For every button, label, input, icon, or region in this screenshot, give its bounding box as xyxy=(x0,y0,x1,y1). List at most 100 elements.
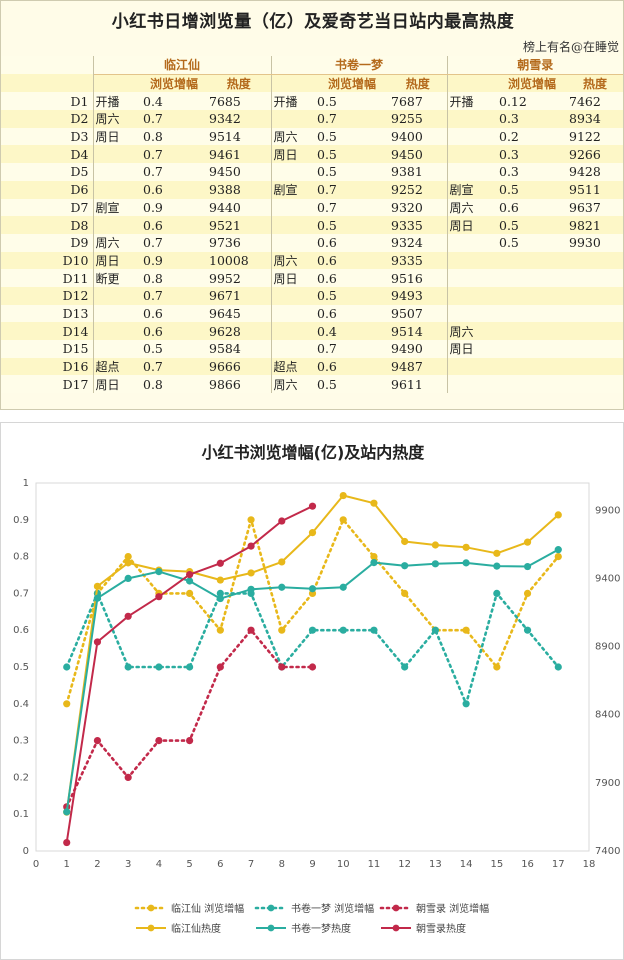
zx-heat: 9428 xyxy=(567,163,624,181)
sj-note xyxy=(270,198,315,217)
sj-growth: 0.5 xyxy=(315,145,389,164)
zx-growth: 0.5 xyxy=(497,216,567,234)
lj-heat: 9440 xyxy=(207,198,271,217)
lj-note: 开播 xyxy=(93,92,141,111)
table-credit: 榜上有名@在睡觉 xyxy=(522,40,619,54)
day-label: D15 xyxy=(1,340,94,358)
y-right-tick-label: 8900 xyxy=(595,642,620,653)
lj-heat: 9952 xyxy=(207,269,271,287)
lj-growth: 0.7 xyxy=(141,163,207,181)
data-point xyxy=(278,663,286,671)
day-label: D5 xyxy=(1,163,94,181)
y-right-tick-label: 7900 xyxy=(595,778,620,789)
lj-heat: 9450 xyxy=(207,163,271,181)
sj-note xyxy=(270,163,315,181)
x-tick-label: 14 xyxy=(460,859,473,870)
lj-note xyxy=(93,304,141,323)
data-point xyxy=(247,626,255,634)
lj-note: 周日 xyxy=(93,251,141,270)
data-point xyxy=(431,541,439,549)
legend-label: 临江仙热度 xyxy=(171,922,221,935)
hotness-table: 临江仙 书卷一梦 朝雪录 浏览增幅 热度 浏览增幅 热度 浏览增幅 热度 D1 开… xyxy=(1,56,624,394)
zx-growth: 0.5 xyxy=(497,233,567,252)
data-point xyxy=(186,589,194,597)
x-tick-label: 15 xyxy=(490,859,503,870)
lj-growth: 0.8 xyxy=(141,269,207,287)
sj-growth: 0.5 xyxy=(315,286,389,305)
lj-growth: 0.8 xyxy=(141,375,207,394)
lj-heat: 10008 xyxy=(207,251,271,270)
zx-note: 周日 xyxy=(446,216,497,234)
sj-heat: 9490 xyxy=(389,340,447,358)
data-point xyxy=(339,491,347,500)
x-tick-label: 13 xyxy=(429,859,442,870)
y-left-tick-label: 0.4 xyxy=(13,699,29,710)
series-line xyxy=(65,505,313,843)
data-point xyxy=(493,589,501,597)
chart-panel: 小红书浏览增幅(亿)及站内热度 0 1 2 3 4 5 6 7 8 9 10 11 12 13 14 15 16… xyxy=(0,422,624,960)
zx-heat: 8934 xyxy=(567,110,624,128)
drama-header-1: 临江仙 xyxy=(93,56,271,75)
lj-growth: 0.5 xyxy=(141,340,207,358)
data-point xyxy=(401,537,409,546)
data-point xyxy=(216,576,224,584)
data-point xyxy=(493,663,501,671)
lj-heat: 9461 xyxy=(207,145,271,164)
y-right-tick-label: 8400 xyxy=(595,710,620,721)
lj-note: 周日 xyxy=(93,375,141,394)
table-row: D12 0.7 9671 0.5 9493 xyxy=(1,286,624,305)
legend-marker xyxy=(147,924,155,932)
data-point xyxy=(186,663,194,671)
table-row: D2 周六 0.7 9342 0.7 9255 0.3 8934 xyxy=(1,110,624,128)
chart-title: 小红书浏览增幅(亿)及站内热度 xyxy=(201,443,425,462)
zx-growth: 0.3 xyxy=(497,110,567,128)
data-point xyxy=(155,567,163,576)
lj-note: 剧宣 xyxy=(93,198,141,217)
sj-heat: 9507 xyxy=(389,304,447,323)
sj-heat: 9611 xyxy=(389,375,447,394)
data-point xyxy=(216,594,224,603)
data-point xyxy=(93,737,102,745)
sj-growth: 0.5 xyxy=(315,216,389,234)
data-point xyxy=(155,593,163,601)
data-point xyxy=(308,585,317,593)
sj-heat: 9493 xyxy=(389,286,447,305)
data-point xyxy=(554,553,562,561)
sub-header-heat: 热度 xyxy=(389,74,447,93)
lj-heat: 9666 xyxy=(207,357,271,376)
lj-growth: 0.6 xyxy=(141,216,207,234)
zx-growth: 0.6 xyxy=(497,198,567,217)
table-row: D7 剧宣 0.9 9440 0.7 9320 周六 0.6 9637 xyxy=(1,198,624,217)
lj-note xyxy=(93,145,141,164)
data-point xyxy=(186,737,194,745)
lj-heat: 9342 xyxy=(207,110,271,128)
lj-heat: 9866 xyxy=(207,375,271,394)
zx-heat xyxy=(567,322,624,340)
lj-note: 超点 xyxy=(93,357,141,376)
data-point xyxy=(554,546,562,554)
zx-note xyxy=(446,163,497,181)
sj-note xyxy=(270,286,315,305)
lj-note xyxy=(93,322,141,340)
lj-heat: 9671 xyxy=(207,286,271,305)
day-label: D14 xyxy=(1,322,94,340)
zx-growth xyxy=(497,340,567,358)
zx-growth: 0.5 xyxy=(497,180,567,199)
day-label: D17 xyxy=(1,375,94,394)
y-left-tick-label: 0.6 xyxy=(13,625,29,636)
zx-growth xyxy=(497,269,567,287)
lj-note: 断更 xyxy=(93,269,141,287)
table-row: D3 周日 0.8 9514 周六 0.5 9400 0.2 9122 xyxy=(1,127,624,146)
lj-note: 周六 xyxy=(93,233,141,252)
zx-note xyxy=(446,375,497,394)
table-row: D6 0.6 9388 剧宣 0.7 9252 剧宣 0.5 9511 xyxy=(1,180,624,199)
x-tick-label: 0 xyxy=(33,859,39,870)
data-point xyxy=(247,569,255,577)
lj-heat: 9736 xyxy=(207,233,271,252)
data-point xyxy=(493,562,501,570)
table-row: D16 超点 0.7 9666 超点 0.6 9487 xyxy=(1,357,624,376)
zx-heat xyxy=(567,357,624,376)
zx-note xyxy=(446,269,497,287)
drama-header-2: 书卷一梦 xyxy=(270,56,447,75)
lj-growth: 0.7 xyxy=(141,357,207,376)
